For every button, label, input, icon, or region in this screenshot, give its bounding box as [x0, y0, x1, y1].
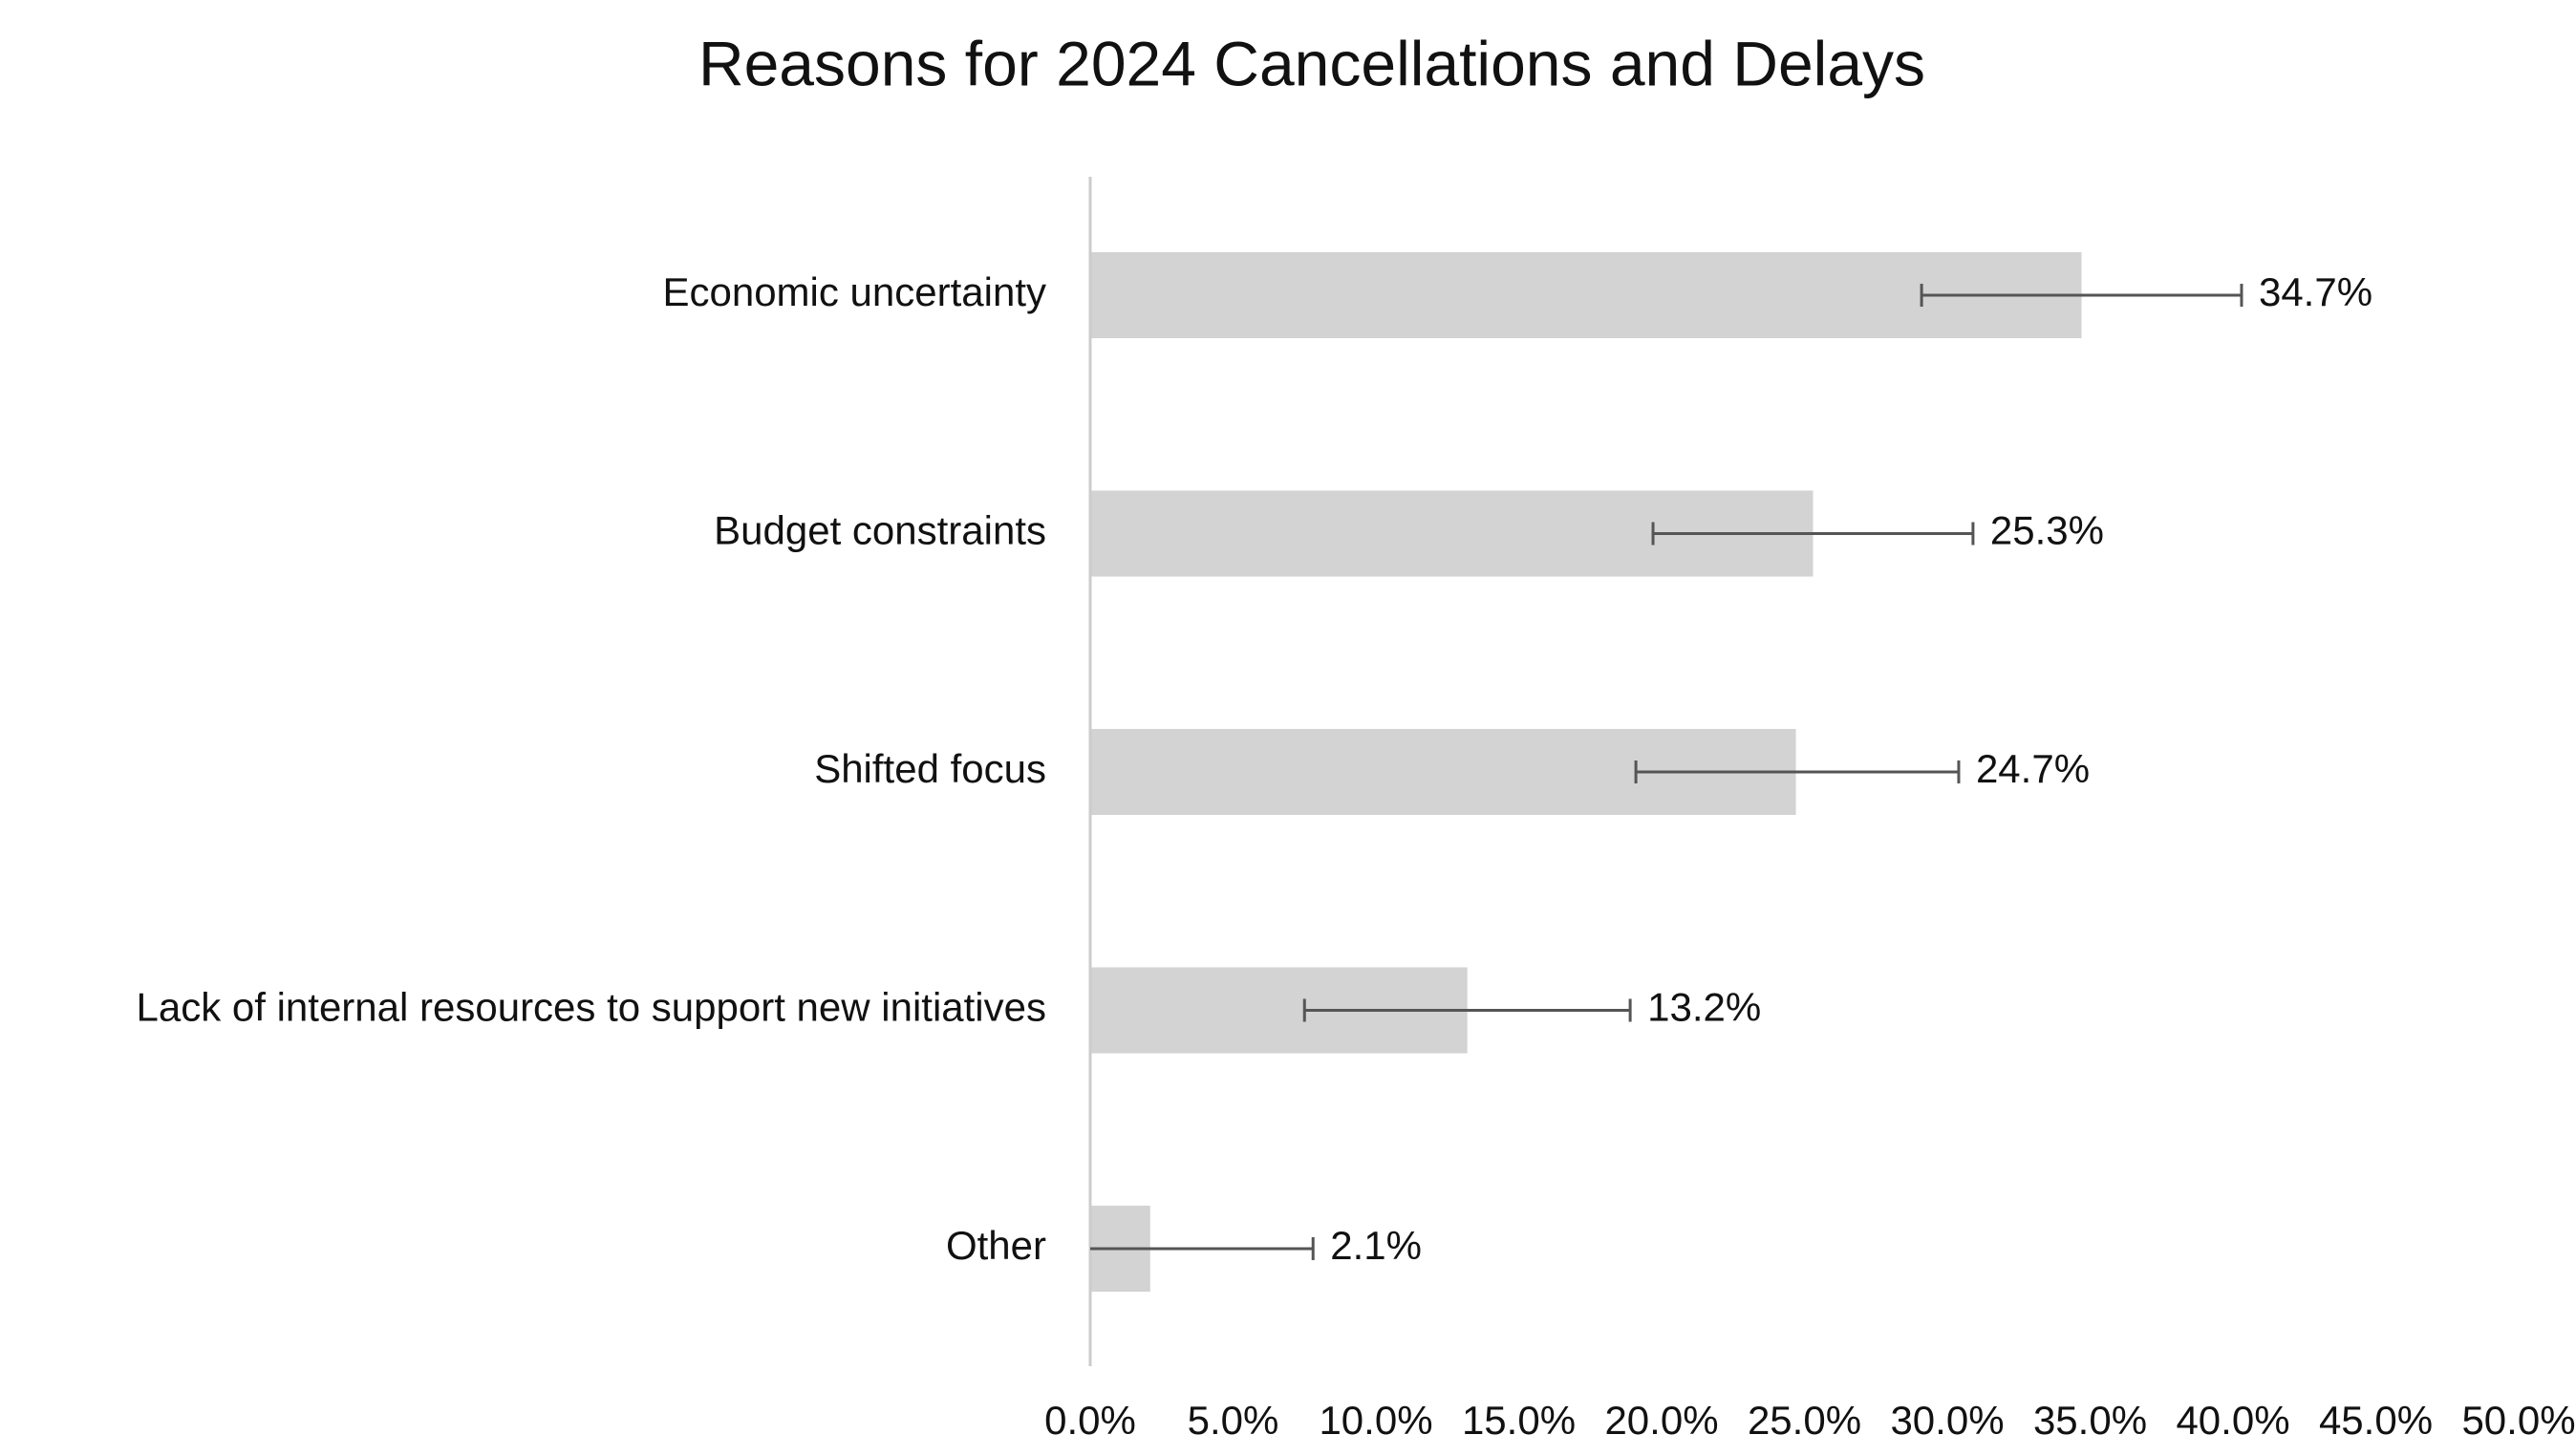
chart-title: Reasons for 2024 Cancellations and Delay… — [698, 28, 1925, 98]
category-label: Other — [946, 1223, 1046, 1268]
ticks-layer: 0.0% 5.0% 10.0% 15.0% 20.0% 25.0% 30.0% 35.0% 40… — [1044, 1398, 2575, 1443]
x-tick-label: 30.0% — [1890, 1398, 2004, 1443]
data-label: 13.2% — [1647, 985, 1761, 1030]
category-label: Lack of internal resources to support ne… — [137, 985, 1047, 1030]
x-tick-label: 50.0% — [2461, 1398, 2575, 1443]
x-tick-label: 25.0% — [1748, 1398, 1861, 1443]
error-bar — [1302, 998, 1632, 1022]
data-label: 34.7% — [2259, 269, 2372, 314]
error-bar — [1920, 284, 2243, 307]
x-tick-label: 0.0% — [1044, 1398, 1136, 1443]
x-tick-label: 35.0% — [2033, 1398, 2147, 1443]
error-bar — [1651, 522, 1975, 546]
x-tick-label: 10.0% — [1319, 1398, 1432, 1443]
x-tick-label: 15.0% — [1462, 1398, 1576, 1443]
category-label: Shifted focus — [814, 746, 1046, 791]
labels-layer: Economic uncertainty 34.7% Budget constrai… — [137, 269, 2373, 1268]
x-tick-label: 20.0% — [1604, 1398, 1718, 1443]
category-label: Economic uncertainty — [662, 269, 1046, 314]
data-label: 25.3% — [1990, 508, 2104, 553]
data-label: 24.7% — [1976, 746, 2090, 791]
error-bar — [1090, 1237, 1315, 1260]
errorbars-layer — [1090, 284, 2243, 1260]
data-label: 2.1% — [1330, 1223, 1422, 1268]
x-tick-label: 40.0% — [2176, 1398, 2289, 1443]
x-tick-label: 5.0% — [1188, 1398, 1279, 1443]
bar — [1090, 252, 2082, 338]
category-label: Budget constraints — [714, 508, 1046, 553]
x-tick-label: 45.0% — [2319, 1398, 2433, 1443]
error-bar — [1634, 760, 1961, 783]
